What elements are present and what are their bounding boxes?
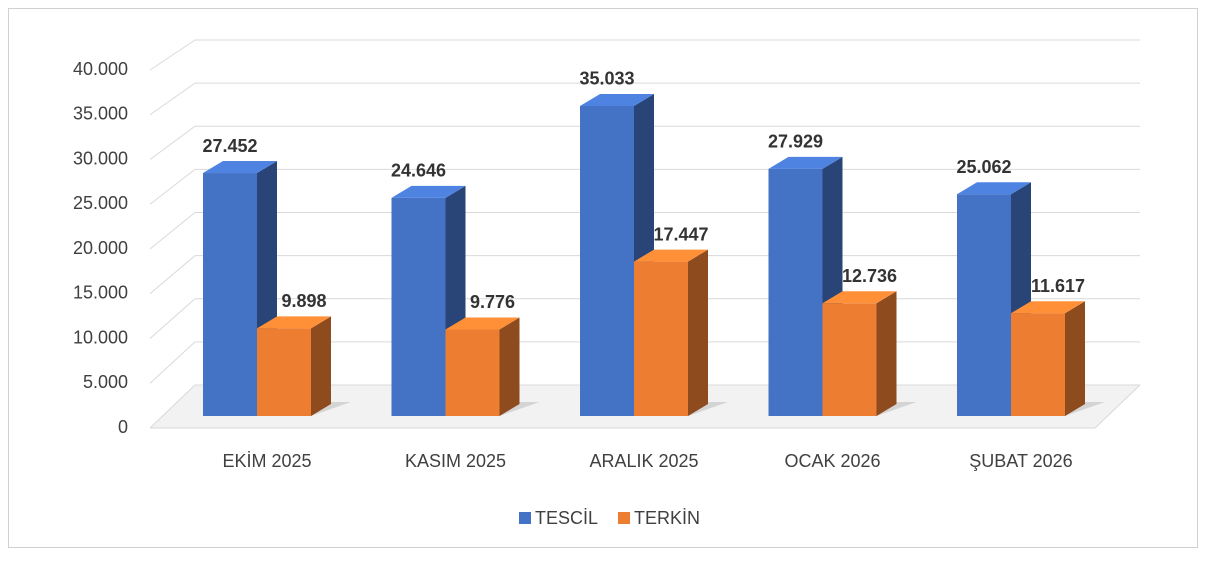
data-label: 27.929 — [768, 132, 823, 152]
data-label: 27.452 — [202, 136, 257, 156]
data-label: 9.776 — [470, 292, 515, 312]
bar-top — [634, 249, 708, 262]
bar-side — [1065, 301, 1085, 416]
bar-top — [391, 185, 466, 198]
bar-top — [203, 161, 277, 174]
grid-line — [149, 341, 196, 384]
bar-top — [580, 93, 654, 106]
x-tick-label: ARALIK 2025 — [589, 451, 698, 471]
data-label: 17.447 — [653, 224, 708, 244]
grid-line — [149, 298, 196, 339]
bar — [445, 329, 500, 416]
legend-label: TERKİN — [634, 508, 700, 528]
y-tick-label: 15.000 — [73, 283, 128, 303]
x-tick-label: EKİM 2025 — [222, 451, 311, 471]
bar-top — [822, 291, 897, 304]
data-label: 25.062 — [956, 157, 1011, 177]
bar — [822, 303, 877, 416]
bar — [203, 173, 257, 416]
bar-side — [311, 316, 331, 416]
y-tick-label: 20.000 — [73, 238, 128, 258]
bar-top — [957, 182, 1031, 195]
bar — [1011, 313, 1065, 416]
data-label: 11.617 — [1031, 276, 1085, 296]
y-tick-label: 35.000 — [73, 104, 128, 124]
grid-line — [149, 255, 196, 295]
bar — [580, 105, 634, 416]
y-tick-label: 25.000 — [73, 193, 128, 213]
y-tick-label: 5.000 — [83, 372, 128, 392]
x-tick-label: OCAK 2026 — [784, 451, 880, 471]
grid-line — [149, 168, 196, 205]
y-tick-label: 10.000 — [73, 327, 128, 347]
data-label: 9.898 — [281, 291, 326, 311]
y-tick-label: 30.000 — [73, 148, 128, 168]
y-tick-label: 40.000 — [73, 59, 128, 79]
grid-line — [149, 82, 196, 116]
bar-side — [876, 291, 897, 416]
legend-swatch — [618, 512, 630, 524]
x-axis — [1094, 384, 1141, 429]
grid-line — [149, 39, 196, 71]
bar — [391, 197, 446, 416]
bar-top — [768, 156, 843, 169]
bar-top — [1011, 301, 1085, 314]
bar — [257, 328, 311, 416]
bar — [768, 168, 823, 416]
legend-swatch — [519, 512, 531, 524]
bar — [957, 194, 1011, 416]
y-tick-label: 0 — [118, 417, 128, 437]
bar-side — [688, 249, 708, 416]
data-label: 24.646 — [391, 161, 446, 181]
data-label: 12.736 — [842, 266, 897, 286]
bar — [634, 261, 688, 416]
grid-line — [149, 384, 196, 429]
bar-top — [257, 316, 331, 329]
x-tick-label: KASIM 2025 — [405, 451, 506, 471]
grid-line — [149, 212, 196, 250]
x-tick-label: ŞUBAT 2026 — [969, 451, 1072, 471]
legend-label: TESCİL — [535, 508, 598, 528]
bar-side — [499, 317, 520, 416]
grid-line — [149, 125, 196, 160]
data-label: 35.033 — [579, 69, 634, 89]
bar-top — [445, 317, 520, 330]
